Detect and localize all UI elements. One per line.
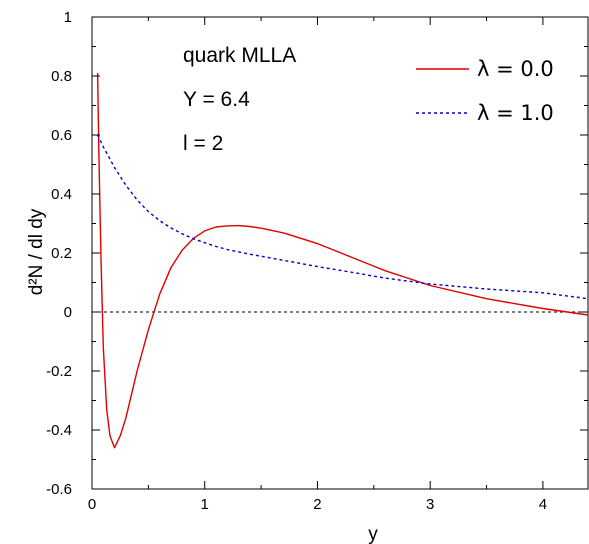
y-tick-label: 0.6 (51, 127, 72, 144)
x-tick-label: 0 (88, 496, 96, 513)
y-tick-label: 0.2 (51, 245, 72, 262)
legend-label-lambda-0: λ = 0.0 (477, 57, 554, 81)
ticks (91, 16, 588, 490)
x-tick-label: 2 (313, 496, 321, 513)
y-tick-label: -0.4 (46, 422, 72, 439)
y-tick-label: -0.2 (46, 363, 72, 380)
x-tick-label: 4 (539, 496, 547, 513)
y-tick-label: -0.6 (46, 481, 72, 498)
series-layer (96, 72, 589, 449)
annotation-title: quark MLLA (183, 44, 296, 67)
y-tick-label: 0.4 (51, 186, 72, 203)
series-line-0 (96, 72, 589, 449)
annotation-l: l = 2 (183, 132, 223, 155)
tick-labels: 0 1 2 3 4 -0.6 -0.4 -0.2 0 0.2 0.4 0.6 0.8 1 (46, 9, 547, 513)
x-axis-label: y (368, 524, 378, 544)
legend-label-lambda-1: λ = 1.0 (477, 101, 554, 125)
x-tick-label: 1 (201, 496, 209, 513)
y-tick-label: 0.8 (51, 68, 72, 85)
y-axis-label: d²N / dl dy (26, 208, 47, 295)
x-tick-label: 3 (426, 496, 434, 513)
y-tick-label: 1 (64, 9, 72, 26)
annotation-energy: Y = 6.4 (183, 88, 250, 111)
legend: λ = 0.0 λ = 1.0 (416, 57, 554, 125)
y-tick-label: 0 (64, 304, 72, 321)
series-line-1 (96, 134, 589, 300)
